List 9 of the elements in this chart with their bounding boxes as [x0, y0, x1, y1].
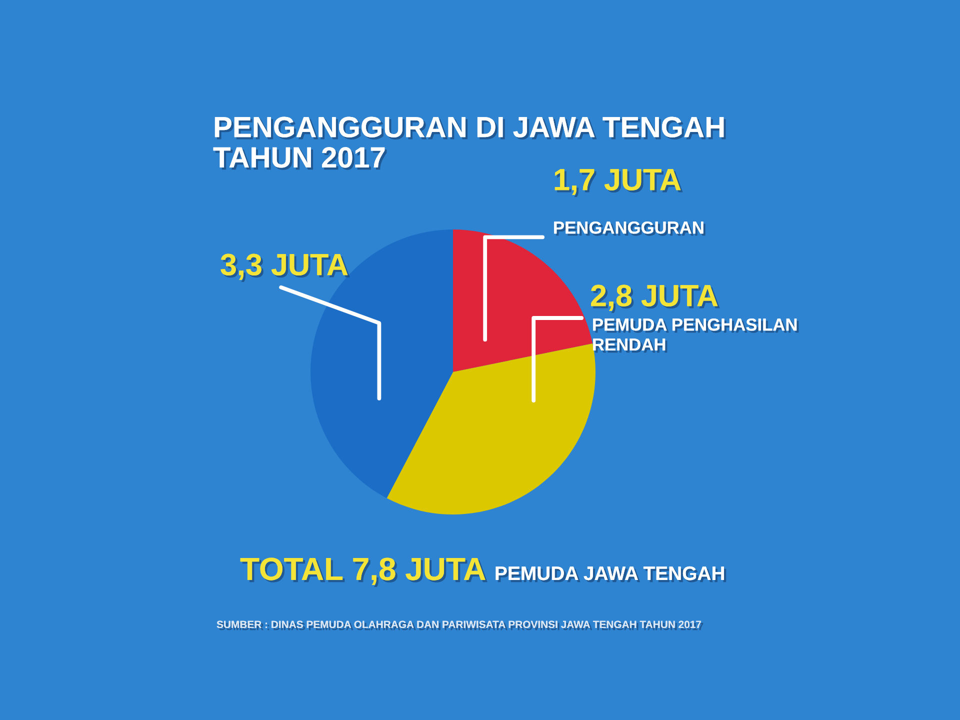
data-label: 3,3 JUTA — [220, 254, 350, 282]
data-label: 1,7 JUTA — [554, 169, 683, 197]
chart-title: PENGANGGURAN DI JAWA TENGAH TAHUN 2017 — [213, 116, 726, 170]
text: TOTAL 7,8 JUTA — [240, 558, 488, 588]
text: SUMBER : DINAS PEMUDA OLAHRAGA DAN PARIWISATA PROVINSI JAWA TENGAH TAHUN 2017 — [216, 620, 704, 630]
text: PEMUDA JAWA TENGAH — [496, 566, 726, 582]
slice-label: PENGANGGURAN — [554, 221, 706, 236]
data-label: 2,8 JUTA — [591, 284, 720, 313]
slice-label: PEMUDA PENGHASILAN RENDAH — [593, 318, 799, 353]
